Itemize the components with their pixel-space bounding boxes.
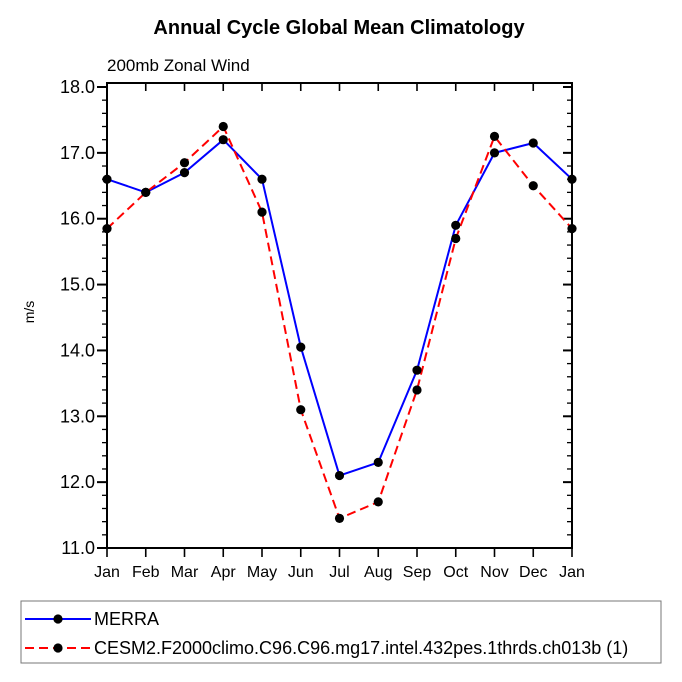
data-point-merra <box>373 457 383 467</box>
legend: MERRA CESM2.F2000climo.C96.C96.mg17.inte… <box>20 600 662 664</box>
x-tick-label: Jul <box>329 564 349 581</box>
y-tick-label: 11.0 <box>61 538 95 558</box>
x-tick-label: Jan <box>94 564 120 581</box>
data-point-cesm2 <box>179 158 190 168</box>
x-tick-label: Feb <box>132 564 160 581</box>
y-tick-label: 13.0 <box>60 406 95 426</box>
x-tick-label: Aug <box>364 564 392 581</box>
legend-label-merra: MERRA <box>94 609 159 629</box>
y-tick-label: 17.0 <box>60 143 95 163</box>
series-line-cesm2 <box>106 125 573 520</box>
chart-title: Annual Cycle Global Mean Climatology <box>153 17 525 39</box>
data-point-cesm2 <box>567 223 577 234</box>
data-point-cesm2 <box>257 207 267 217</box>
data-point-cesm2 <box>296 405 306 415</box>
data-point-merra <box>489 148 500 158</box>
plot-area: 11.0 12.0 13.0 14.0 15.0 16.0 17.0 18.0 Jan Feb Ma… <box>60 77 585 581</box>
data-point-merra <box>528 138 538 148</box>
y-tick-label: 18.0 <box>60 77 95 97</box>
data-point-cesm2 <box>528 181 538 191</box>
y-tick-label: 15.0 <box>60 275 95 295</box>
data-point-merra <box>257 174 267 184</box>
y-tick-label: 14.0 <box>60 340 95 360</box>
data-point-cesm2 <box>218 121 228 132</box>
y-tick-label: 12.0 <box>60 472 95 492</box>
x-tick-label: Apr <box>211 564 237 581</box>
x-tick-label: May <box>247 564 277 581</box>
legend-marker-circle <box>53 643 63 653</box>
x-tick-label: Mar <box>171 564 199 581</box>
legend-box <box>20 600 662 664</box>
data-point-cesm2 <box>451 233 461 244</box>
data-point-merra <box>334 470 345 481</box>
legend-marker-circle <box>53 614 63 624</box>
data-point-merra <box>412 365 422 375</box>
x-tick-label: Dec <box>519 564 547 581</box>
data-point-cesm2 <box>412 385 422 395</box>
series-line-merra <box>106 138 573 477</box>
x-tick-label: Sep <box>403 564 432 581</box>
data-point-cesm2 <box>489 131 500 141</box>
y-axis-label: m/s <box>21 301 37 324</box>
chart-subtitle: 200mb Zonal Wind <box>107 56 250 75</box>
data-point-cesm2 <box>102 223 112 234</box>
data-point-cesm2 <box>373 497 383 507</box>
x-tick-label: Jan <box>559 564 585 581</box>
legend-item-cesm2: CESM2.F2000climo.C96.C96.mg17.intel.432p… <box>25 638 628 658</box>
y-tick-label: 16.0 <box>60 209 95 229</box>
data-point-merra <box>218 135 228 145</box>
data-point-cesm2 <box>141 187 151 197</box>
legend-item-merra: MERRA <box>25 609 159 629</box>
data-point-merra <box>296 342 306 352</box>
data-point-merra <box>179 168 190 178</box>
data-point-cesm2 <box>334 513 345 523</box>
x-tick-label: Nov <box>480 564 508 581</box>
legend-label-cesm2: CESM2.F2000climo.C96.C96.mg17.intel.432p… <box>94 638 628 658</box>
data-point-merra <box>451 220 461 230</box>
x-tick-label: Jun <box>288 564 314 581</box>
x-tick-label: Oct <box>443 564 468 581</box>
data-point-merra <box>567 174 577 184</box>
data-point-merra <box>102 174 112 184</box>
